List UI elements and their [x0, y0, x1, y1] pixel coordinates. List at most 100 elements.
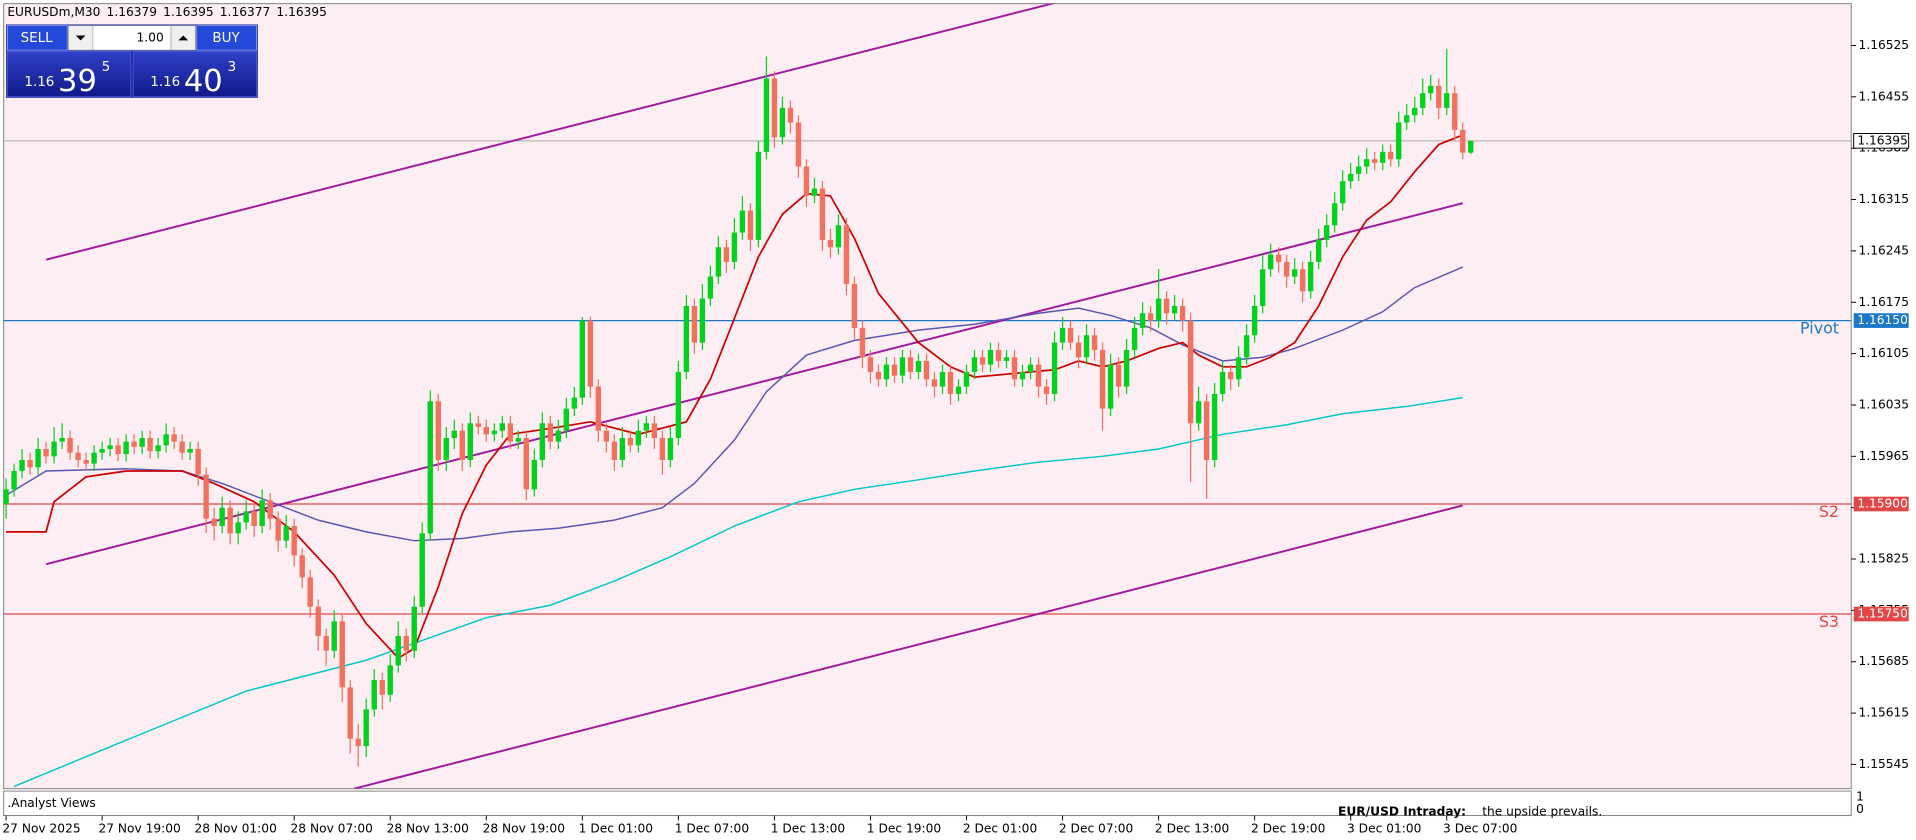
buy-button[interactable]	[196, 25, 257, 51]
channel-line	[45, 3, 1055, 261]
level-label-box	[1853, 313, 1909, 328]
candle-body	[115, 445, 121, 455]
candle-body	[515, 437, 521, 442]
candle-body	[107, 445, 113, 449]
candle-body	[1163, 298, 1170, 314]
candle-body	[403, 636, 409, 651]
candle-body	[851, 283, 858, 328]
candle-body	[939, 371, 946, 387]
y-tick-label: 1.16455	[1859, 89, 1910, 103]
candle-body	[419, 533, 425, 607]
chart-header: EURUSDm,M30 1.16379 1.16395 1.16377 1.16395	[7, 5, 327, 19]
candle-body	[563, 408, 570, 431]
y-tick-label: 1.16035	[1859, 397, 1910, 411]
candle-body	[739, 210, 746, 233]
candle-body	[35, 448, 41, 468]
candle-body	[211, 518, 217, 527]
candle-body	[1059, 327, 1066, 343]
header-high: 1.16395	[163, 5, 214, 19]
candle-body	[931, 379, 938, 387]
candle-body	[1404, 115, 1410, 123]
candle-body	[315, 606, 321, 637]
candle-body	[395, 636, 401, 666]
candle-body	[819, 188, 826, 240]
y-tick-label: 1.15545	[1859, 757, 1910, 771]
candle-body	[843, 225, 850, 284]
sell-label[interactable]: SELL	[21, 31, 53, 46]
candle-body	[1187, 320, 1194, 424]
candle-body	[1372, 159, 1378, 163]
candle-body	[1412, 107, 1418, 116]
candle-body	[1003, 357, 1010, 361]
arrow-up	[178, 35, 189, 41]
sell-price-box[interactable]	[6, 50, 132, 97]
x-tick-label: 2 Dec 07:00	[1059, 821, 1133, 835]
candle-body	[971, 357, 978, 372]
x-tick-label: 1 Dec 01:00	[579, 821, 653, 835]
candle-body	[99, 448, 105, 453]
candle-body	[43, 448, 49, 457]
candle-body	[1051, 342, 1058, 394]
buy-label[interactable]: BUY	[212, 31, 240, 46]
candle-body	[187, 448, 193, 453]
candle-body	[587, 320, 594, 387]
candle-body	[139, 437, 145, 447]
header-low: 1.16377	[220, 5, 271, 19]
candle-body	[1123, 349, 1130, 387]
bid-label-box	[1853, 133, 1910, 149]
candle-body	[811, 188, 818, 196]
candle-body	[1380, 151, 1386, 163]
level-label-box	[1853, 496, 1909, 512]
candle-body	[163, 434, 169, 446]
sell-price-big-figure: 1.16	[24, 75, 54, 90]
candle-body	[555, 430, 562, 442]
candle-body	[1067, 327, 1074, 343]
candle-body	[827, 239, 834, 248]
candle-body	[579, 320, 586, 398]
candle-body	[715, 247, 722, 277]
buy-price-box[interactable]	[132, 50, 257, 97]
candle-body	[1211, 393, 1218, 460]
candle-body	[795, 122, 802, 167]
header-close: 1.16395	[276, 5, 327, 19]
subwindow-tick: 0	[1856, 802, 1864, 816]
x-tick-label: 3 Dec 01:00	[1347, 821, 1421, 835]
candle-body	[731, 232, 738, 262]
candle-body	[571, 397, 578, 409]
candle-body	[1171, 305, 1178, 314]
candle-body	[915, 360, 922, 372]
lot-input[interactable]	[92, 25, 172, 51]
y-tick-label: 1.16175	[1859, 295, 1910, 309]
candle-body	[947, 371, 954, 394]
sell-button[interactable]	[6, 25, 68, 51]
candle-body	[379, 680, 385, 695]
candle-body	[499, 423, 505, 431]
x-tick-label: 28 Nov 01:00	[194, 821, 276, 835]
candle-body	[1396, 122, 1402, 160]
candle-body	[11, 470, 17, 490]
candle-body	[347, 687, 353, 739]
candle-body	[907, 357, 914, 372]
candle-body	[1019, 371, 1026, 380]
candle-body	[75, 452, 81, 460]
candle-body	[1203, 401, 1210, 460]
candle-body	[235, 522, 241, 534]
candle-body	[251, 511, 257, 527]
y-tick-label: 1.15615	[1859, 706, 1910, 720]
candle-body	[547, 423, 554, 442]
candle-body	[291, 526, 297, 556]
candle-body	[267, 500, 273, 519]
candle-body	[667, 437, 674, 460]
candle-body	[1011, 357, 1018, 380]
candle-body	[467, 423, 473, 460]
candle-body	[1315, 239, 1322, 262]
candle-body	[955, 386, 962, 394]
candle-body	[1323, 225, 1330, 240]
candle-body	[1227, 371, 1234, 380]
candle-body	[979, 357, 986, 365]
subwindow	[3, 790, 1852, 817]
candle-body	[451, 430, 457, 438]
y-tick-label: 1.16245	[1859, 243, 1910, 257]
candle-body	[1468, 140, 1474, 153]
